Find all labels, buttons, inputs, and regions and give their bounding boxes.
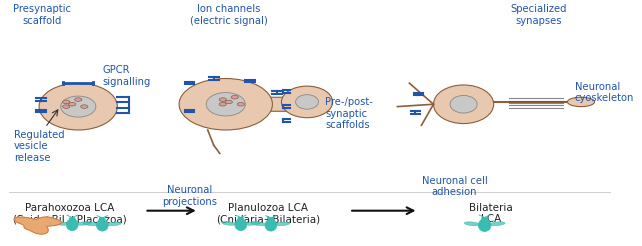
Ellipse shape (77, 222, 91, 225)
Ellipse shape (238, 217, 244, 220)
Ellipse shape (96, 219, 108, 231)
Ellipse shape (107, 222, 121, 226)
Ellipse shape (206, 92, 245, 116)
Text: Neuronal
projections: Neuronal projections (162, 185, 217, 207)
Ellipse shape (69, 217, 75, 220)
Ellipse shape (464, 222, 480, 226)
Ellipse shape (275, 222, 290, 226)
Text: Pre-/post-
synaptic
scaffolds: Pre-/post- synaptic scaffolds (325, 97, 373, 130)
Ellipse shape (433, 85, 494, 123)
Text: Bilateria
LCA: Bilateria LCA (469, 202, 512, 224)
Text: GPCR
signalling: GPCR signalling (102, 65, 151, 87)
Ellipse shape (74, 98, 82, 101)
Ellipse shape (62, 100, 70, 104)
Ellipse shape (81, 105, 88, 108)
Text: Parahoxozoa LCA
(Cnid.+Bil.+Placozoa): Parahoxozoa LCA (Cnid.+Bil.+Placozoa) (12, 202, 126, 224)
Ellipse shape (478, 219, 491, 231)
Ellipse shape (39, 83, 117, 130)
Ellipse shape (231, 95, 238, 99)
Text: Neuronal cell
adhesion: Neuronal cell adhesion (422, 176, 487, 197)
Ellipse shape (245, 222, 260, 225)
Text: Presynaptic
scaffold: Presynaptic scaffold (13, 4, 71, 26)
Polygon shape (14, 217, 62, 234)
Ellipse shape (62, 105, 70, 108)
Ellipse shape (69, 103, 76, 106)
Ellipse shape (482, 217, 488, 220)
Ellipse shape (295, 95, 318, 109)
Ellipse shape (281, 86, 333, 118)
Text: Planulozoa LCA
(Cnidaria+Bilateria): Planulozoa LCA (Cnidaria+Bilateria) (216, 202, 320, 224)
Text: Specialized
synapses: Specialized synapses (510, 4, 567, 26)
Ellipse shape (66, 219, 78, 231)
FancyBboxPatch shape (268, 97, 298, 111)
Text: Neuronal
cyoskeleton: Neuronal cyoskeleton (575, 82, 634, 103)
Ellipse shape (100, 218, 105, 220)
Ellipse shape (237, 103, 245, 106)
Text: Regulated
vesicle
release: Regulated vesicle release (14, 130, 64, 163)
Ellipse shape (450, 95, 477, 113)
Text: Ion channels
(electric signal): Ion channels (electric signal) (190, 4, 268, 26)
Ellipse shape (60, 96, 96, 117)
Ellipse shape (265, 219, 277, 231)
Ellipse shape (489, 222, 505, 226)
Ellipse shape (219, 103, 227, 106)
Ellipse shape (235, 219, 247, 231)
Ellipse shape (268, 218, 274, 220)
Ellipse shape (83, 222, 98, 226)
Ellipse shape (53, 222, 67, 225)
Ellipse shape (252, 222, 266, 226)
Ellipse shape (568, 97, 594, 107)
Ellipse shape (219, 98, 227, 101)
Ellipse shape (179, 78, 272, 130)
Ellipse shape (225, 100, 232, 104)
Ellipse shape (221, 222, 236, 225)
